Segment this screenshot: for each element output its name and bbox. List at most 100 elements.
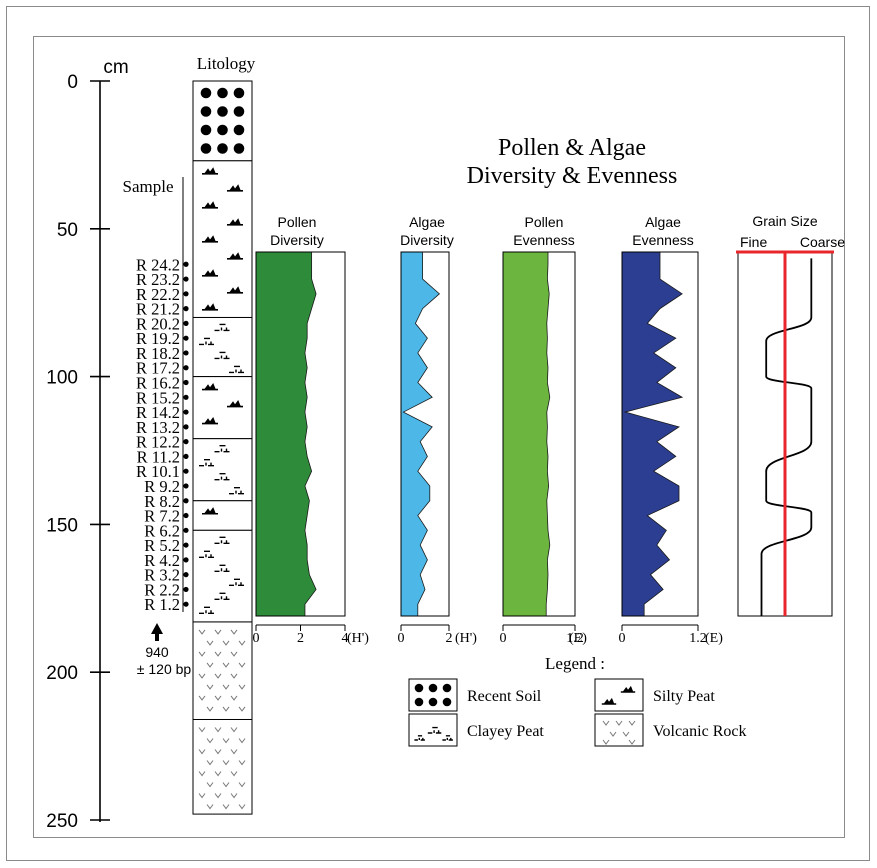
panel-frame [502, 251, 576, 617]
volcanic-rock-mark [222, 738, 230, 744]
sample-label: R 7.2 [144, 507, 180, 526]
grain-size-coarse-label: Coarse [800, 234, 845, 250]
volcanic-rock-mark [230, 793, 238, 799]
sample-label: R 15.2 [136, 388, 180, 407]
recent-soil-dot [233, 143, 245, 154]
volcanic-rock-mark [198, 629, 206, 635]
recent-soil-dot [217, 124, 228, 136]
lithology-layer-volcanic-rock [192, 621, 253, 720]
panel-title-line2: Evenness [632, 232, 693, 248]
silty-peat-mark [227, 399, 243, 408]
volcanic-rock-mark [206, 804, 214, 810]
panel-tick-label: 2 [297, 631, 304, 646]
lithology-layer-volcanic-rock [192, 718, 253, 815]
volcanic-rock-mark [206, 684, 214, 690]
clayey-peat-mark [199, 337, 214, 346]
silty-peat-mark [620, 685, 636, 693]
volcanic-rock-mark [222, 760, 230, 766]
panel-tick-label: 0 [398, 631, 405, 646]
clayey-peat-mark [199, 458, 214, 467]
legend-label: Recent Soil [467, 688, 542, 705]
depth-tick-label: 150 [46, 515, 78, 536]
silty-peat-mark [202, 235, 218, 243]
sample-dot [183, 276, 189, 282]
inner-frame [33, 36, 845, 838]
grain-size-curve [760, 258, 813, 616]
volcanic-rock-mark [206, 706, 214, 712]
legend-swatch [594, 713, 644, 747]
legend-dot [428, 697, 438, 707]
panel-area [400, 251, 441, 617]
lithology-layer-silty-peat [192, 376, 253, 440]
panel-area [502, 251, 551, 617]
lithology-layer-clayey-peat [192, 438, 253, 502]
sample-label: R 9.2 [144, 477, 180, 496]
panel-title-line1: Algae [645, 214, 681, 230]
lithology-layer-box [192, 316, 253, 378]
volcanic-rock-mark [222, 662, 230, 668]
lithology-layer-box [192, 500, 253, 531]
lithology-layer-silty-peat [192, 500, 253, 531]
lithology-layer-box [192, 376, 253, 440]
silty-peat-mark [601, 697, 617, 705]
legend-dot [414, 697, 424, 707]
sample-dot [183, 572, 189, 578]
volcanic-rock-mark [238, 738, 246, 744]
sample-label: R 3.2 [144, 566, 180, 585]
clayey-peat-mark [214, 444, 230, 453]
grain-size-fine-label: Fine [740, 234, 767, 250]
clayey-peat-mark [214, 564, 230, 573]
lithology-layer-box [192, 529, 253, 623]
sample-dot [183, 542, 189, 548]
lithology-layer-box [192, 718, 253, 815]
panel-tick-label: 0 [500, 631, 507, 646]
panel-tick-label: 1.2 [566, 631, 584, 646]
volcanic-rock-mark [198, 793, 206, 799]
dating-error: ± 120 bp [137, 661, 192, 677]
sample-dot [183, 261, 189, 267]
volcanic-rock-mark [222, 782, 230, 788]
sample-dot [183, 365, 189, 371]
volcanic-rock-mark [238, 782, 246, 788]
lithology-layer-clayey-peat [192, 529, 253, 623]
clayey-peat-mark [427, 726, 442, 734]
volcanic-rock-mark [222, 804, 230, 810]
legend: Recent Soil Silty Peat Clayey Peat Volcanic… [408, 678, 746, 747]
clayey-peat-mark [214, 536, 230, 545]
volcanic-rock-mark [214, 727, 222, 733]
silty-peat-mark [202, 303, 218, 311]
legend-item-recent-soil: Recent Soil [408, 678, 542, 712]
volcanic-rock-mark [206, 782, 214, 788]
volcanic-rock-mark [230, 651, 238, 657]
lithology-layer-box [192, 438, 253, 502]
sample-dot [183, 335, 189, 341]
legend-label: Volcanic Rock [653, 723, 746, 740]
sample-label: R 4.2 [144, 551, 180, 570]
clayey-peat-mark [229, 365, 244, 374]
silty-peat-mark [227, 252, 243, 260]
panel-unit: (H') [347, 631, 369, 646]
chart-title: Pollen & Algae [498, 135, 646, 161]
volcanic-rock-mark [222, 640, 230, 646]
clayey-peat-mark [214, 472, 230, 481]
sample-label: R 24.2 [136, 255, 180, 274]
volcanic-rock-mark [230, 771, 238, 777]
panel-frame [255, 251, 346, 617]
grain-size-panel: Grain Size Fine Coarse [736, 213, 845, 617]
volcanic-rock-mark [214, 651, 222, 657]
sample-dot [183, 350, 189, 356]
sample-dot [183, 291, 189, 297]
sample-label: R 11.2 [137, 447, 180, 466]
silty-peat-mark [227, 286, 243, 294]
clayey-peat-mark [199, 550, 214, 559]
legend-dot [428, 683, 438, 693]
sample-dot [183, 453, 189, 460]
sample-label: R 1.2 [144, 595, 180, 614]
volcanic-rock-mark [206, 640, 214, 646]
lithology-layer-box [192, 160, 253, 318]
clayey-peat-mark [214, 323, 230, 332]
recent-soil-dot [233, 124, 245, 136]
legend-item-silty-peat: Silty Peat [594, 678, 715, 712]
volcanic-rock-mark [238, 662, 246, 668]
